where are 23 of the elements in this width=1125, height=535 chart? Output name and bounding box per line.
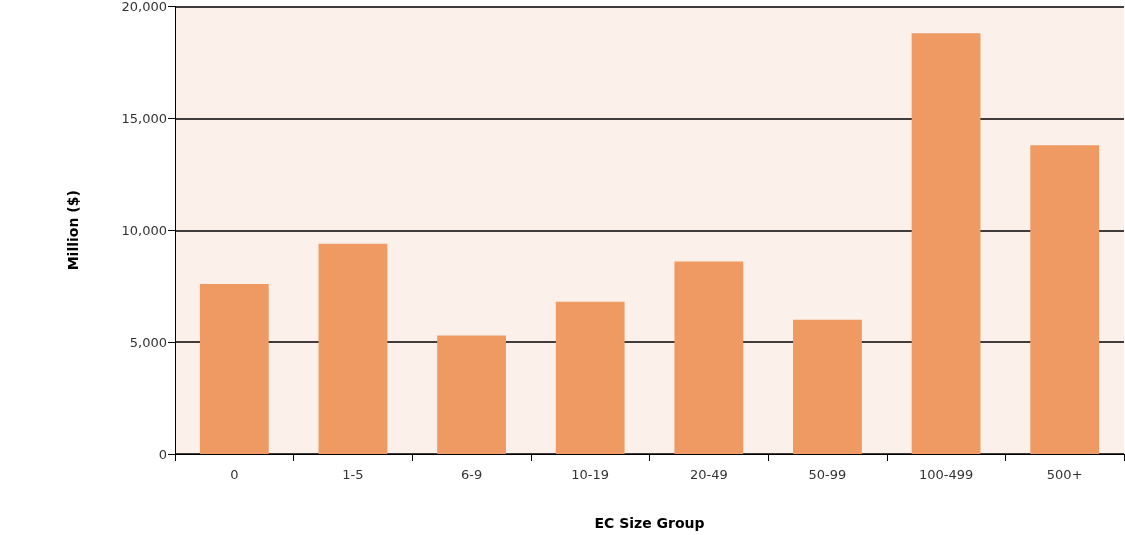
bar [199,283,269,454]
x-tick-label: 20-49 [689,467,728,482]
bar [1030,145,1100,454]
x-tick-label: 0 [230,467,239,482]
x-tick-label: 100-499 [918,467,974,482]
bar [318,243,388,454]
x-tick-label: 50-99 [808,467,847,482]
bar [437,335,506,454]
y-tick-label: 10,000 [121,222,167,238]
bar [555,301,625,454]
bar [674,261,744,454]
x-tick-label: 10-19 [571,467,610,482]
x-axis-title: EC Size Group [594,515,705,531]
y-tick-label: 0 [158,446,167,462]
x-tick-label: 500+ [1046,467,1083,482]
y-tick-label: 20,000 [121,0,167,14]
x-tick-label: 1-5 [342,467,364,482]
x-tick-label: 6-9 [460,467,483,482]
y-tick-label: 15,000 [121,110,167,126]
y-axis-title: Million ($) [65,190,81,271]
y-tick-label: 5,000 [129,334,167,350]
bar [793,319,862,454]
bar [911,33,981,454]
